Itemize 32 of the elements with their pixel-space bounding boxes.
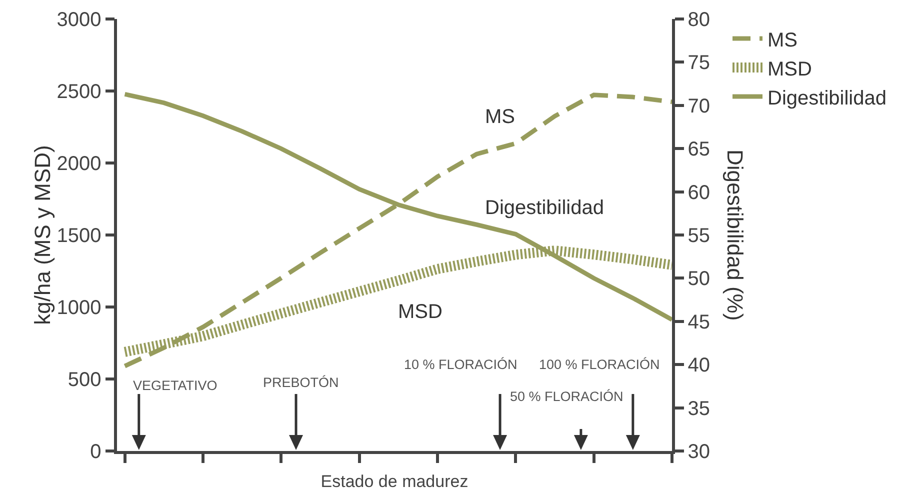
y2-tick-label: 45 [688,311,710,334]
y2-tick-label: 35 [688,398,710,420]
annotation: 50 % FLORACIÓN [510,389,624,404]
y-tick-label: 3000 [56,9,102,31]
y2-tick-label: 30 [688,441,710,463]
annotation: Digestibilidad [485,197,604,219]
y-tick-label: 1000 [56,297,102,319]
y-tick-label: 500 [68,369,102,391]
annotation: PREBOTÓN [263,375,339,390]
y-tick-label: 0 [90,441,102,463]
annotation: VEGETATIVO [133,378,218,393]
annotation: MSD [398,301,442,323]
y2-tick-label: 65 [688,138,710,161]
annotation: MS [485,106,515,128]
legend-label: MS [768,29,798,52]
y-tick-label: 2500 [56,81,102,103]
annotation: 10 % FLORACIÓN [404,357,518,372]
y2-tick-label: 40 [688,354,710,377]
legend-label: Digestibilidad [768,87,886,110]
annotation: 100 % FLORACIÓN [539,357,660,372]
y-tick-label: 2000 [56,153,102,175]
y2-tick-label: 75 [688,52,710,74]
y2-tick-label: 50 [688,268,710,290]
x-axis-title: Estado de madurez [320,472,468,492]
y-axis-title: kg/ha (MS y MSD) [30,145,55,325]
y2-axis-title: Digestibilidad (%) [722,150,748,321]
y2-tick-label: 55 [688,225,710,247]
y2-tick-label: 70 [688,95,710,118]
y-tick-label: 1500 [56,225,102,247]
legend-label: MSD [768,58,812,80]
y2-tick-label: 60 [688,182,710,204]
y2-tick-label: 80 [688,9,710,31]
